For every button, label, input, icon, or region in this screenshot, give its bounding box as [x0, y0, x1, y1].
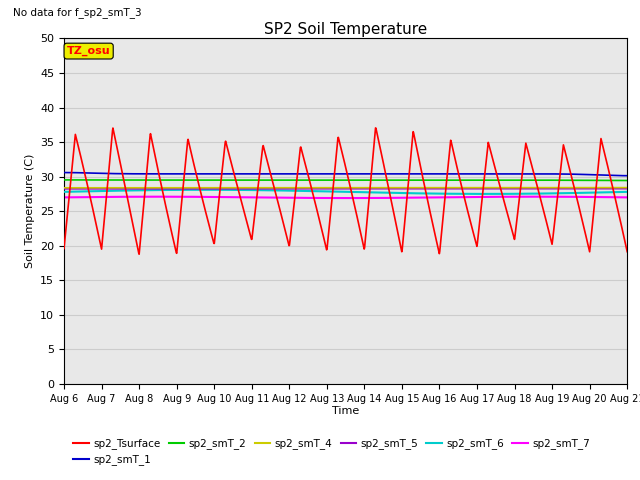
Title: SP2 Soil Temperature: SP2 Soil Temperature: [264, 22, 428, 37]
Text: TZ_osu: TZ_osu: [67, 46, 111, 56]
X-axis label: Time: Time: [332, 407, 359, 417]
Text: No data for f_sp2_smT_3: No data for f_sp2_smT_3: [13, 7, 141, 18]
Y-axis label: Soil Temperature (C): Soil Temperature (C): [24, 154, 35, 268]
Legend: sp2_Tsurface, sp2_smT_1, sp2_smT_2, sp2_smT_4, sp2_smT_5, sp2_smT_6, sp2_smT_7: sp2_Tsurface, sp2_smT_1, sp2_smT_2, sp2_…: [69, 434, 594, 469]
